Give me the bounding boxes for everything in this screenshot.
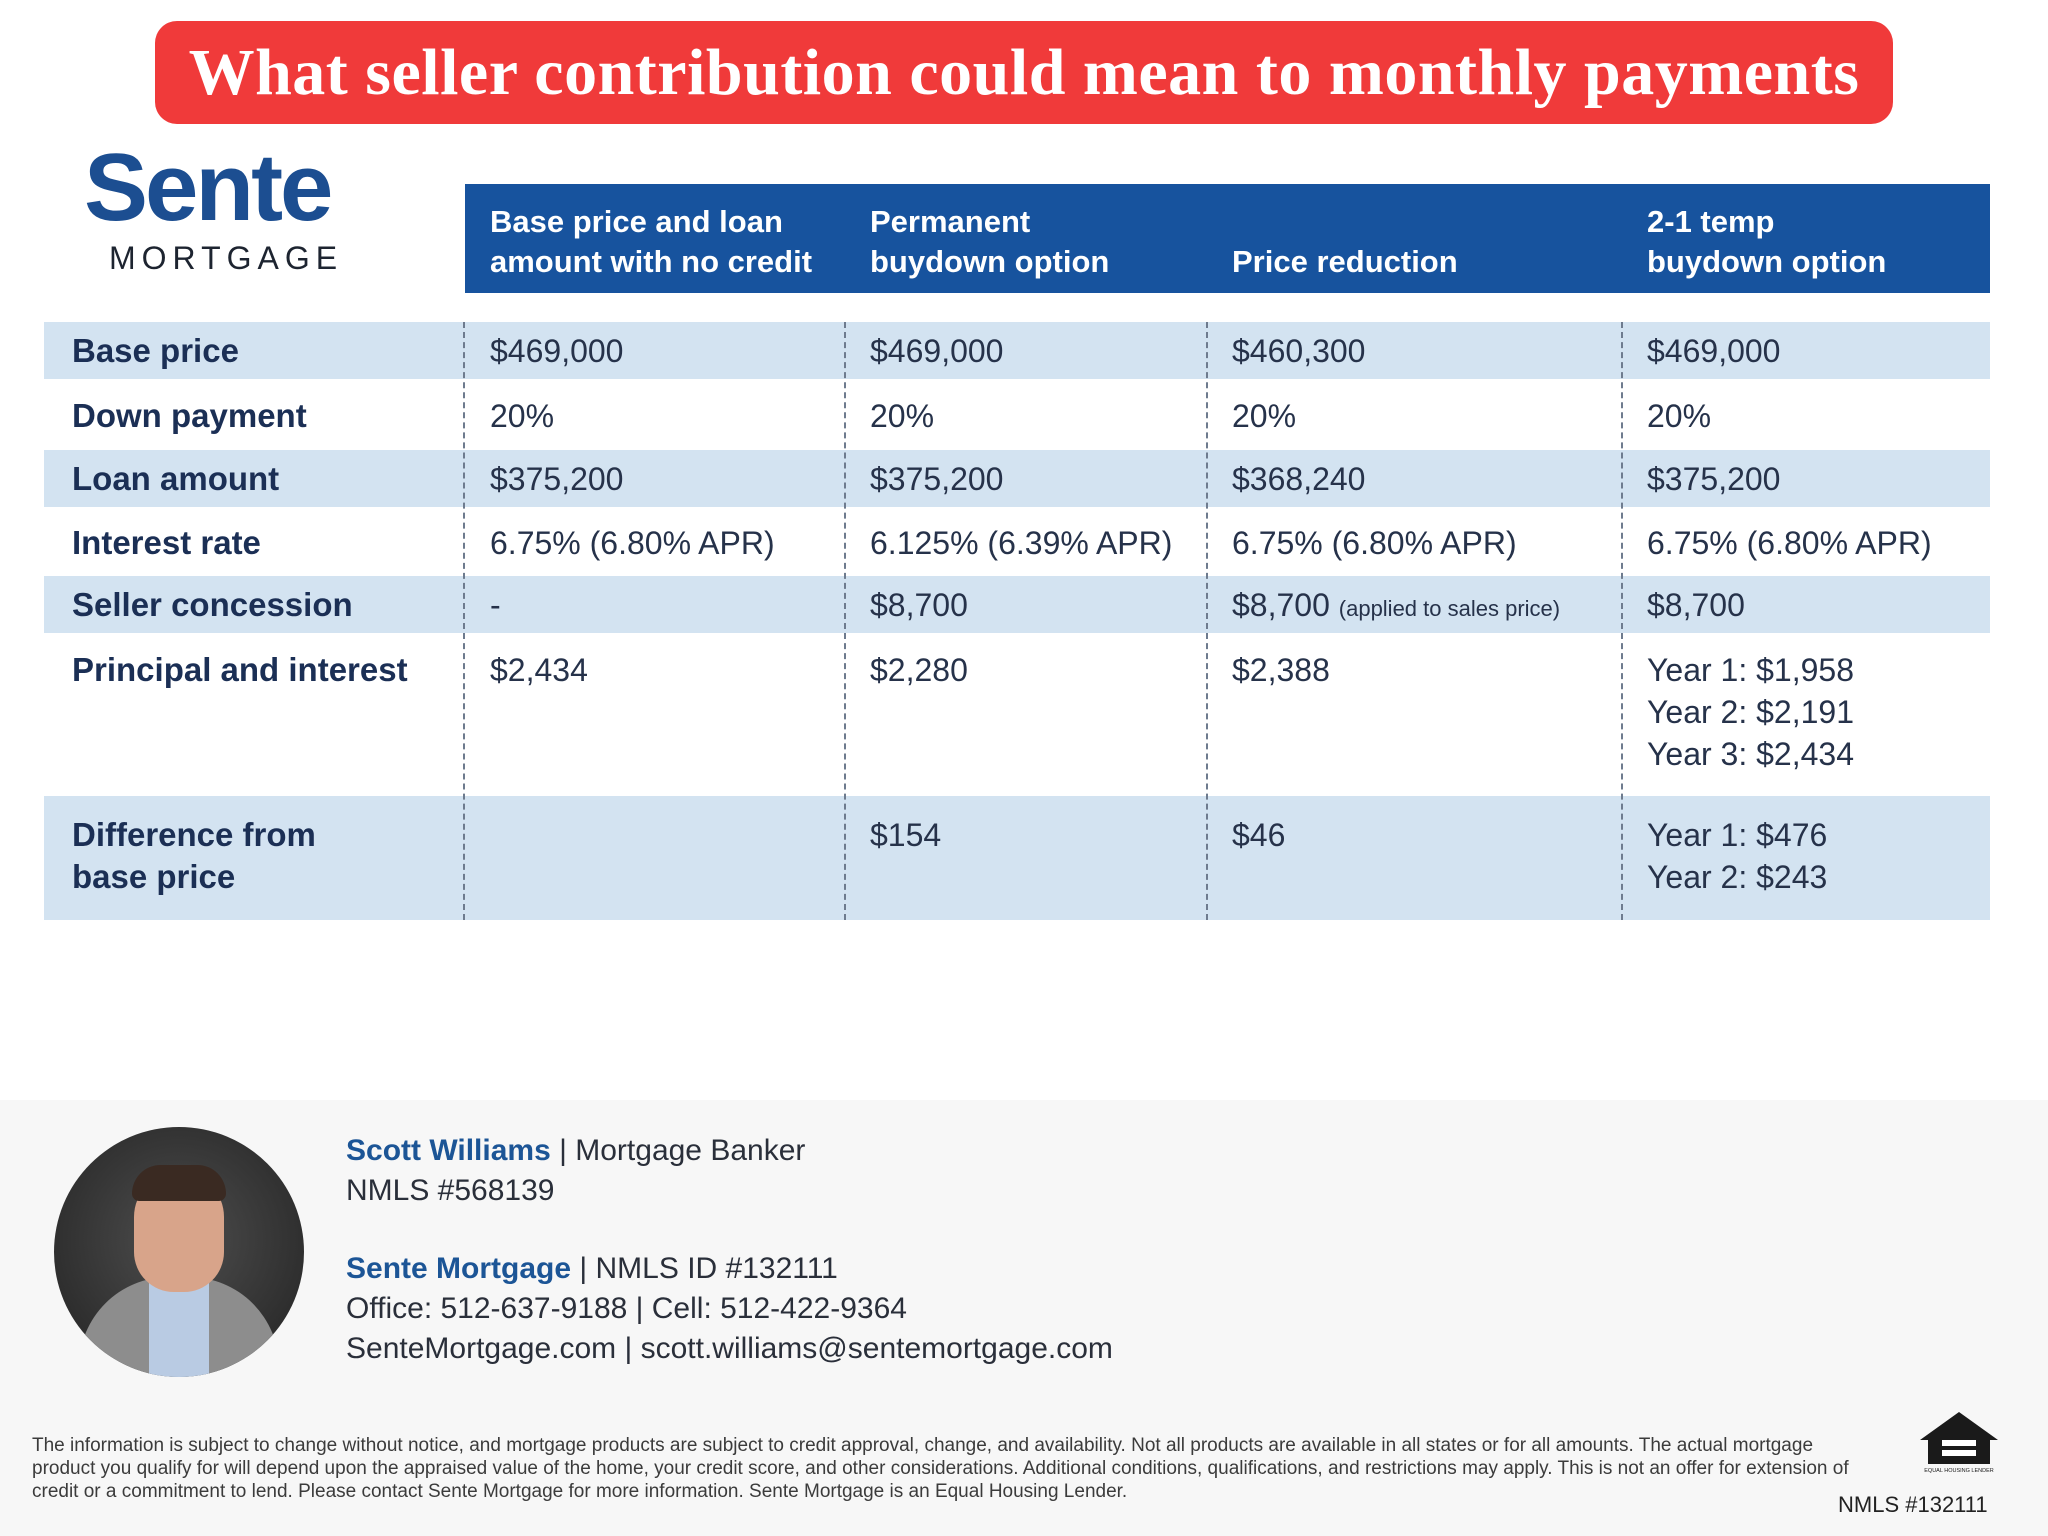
footer-nmls: NMLS #132111 <box>1838 1492 1988 1517</box>
cell: $8,700 <box>870 587 968 623</box>
col-header-temp-2: buydown option <box>1647 244 1887 279</box>
table-row-difference: Difference from base price $154 $46 Year… <box>44 796 1990 920</box>
title-banner: What seller contribution could mean to m… <box>155 21 1893 124</box>
cell-temp-year2: Year 2: $243 <box>1647 859 1828 895</box>
cell: 6.75% (6.80% APR) <box>490 525 775 561</box>
cell: 6.75% (6.80% APR) <box>1232 525 1517 561</box>
logo-subtitle: MORTGAGE <box>109 240 344 276</box>
cell: 6.125% (6.39% APR) <box>870 525 1173 561</box>
table-header: Base price and loan amount with no credi… <box>465 184 1990 293</box>
cell: 20% <box>1647 398 1712 434</box>
agent-role: | Mortgage Banker <box>559 1134 806 1167</box>
column-divider <box>1621 322 1623 920</box>
agent-name: Scott Williams <box>346 1134 551 1167</box>
web-email: SenteMortgage.com | scott.williams@sente… <box>346 1332 1113 1365</box>
cell-temp-year2: Year 2: $2,191 <box>1647 694 1854 730</box>
col-header-base-2: amount with no credit <box>490 244 813 279</box>
sente-logo: Sente MORTGAGE <box>84 140 364 280</box>
row-label: Down payment <box>72 397 307 434</box>
cell: $2,388 <box>1232 652 1330 688</box>
cell: $469,000 <box>870 333 1004 369</box>
cell: 6.75% (6.80% APR) <box>1647 525 1932 561</box>
cell: $2,280 <box>870 652 968 688</box>
cell-temp-year1: Year 1: $476 <box>1647 817 1828 853</box>
table-row-interest-rate: Interest rate 6.75% (6.80% APR) 6.125% (… <box>44 507 1990 576</box>
logo-wordmark: Sente <box>84 134 333 241</box>
col-header-base-1: Base price and loan <box>490 204 783 239</box>
col-header-temp-1: 2-1 temp <box>1647 204 1775 239</box>
agent-nmls: NMLS #568139 <box>346 1174 555 1207</box>
cell: $469,000 <box>1647 333 1781 369</box>
cell: $460,300 <box>1232 333 1366 369</box>
cell: $154 <box>870 817 942 853</box>
col-header-permanent-1: Permanent <box>870 204 1031 239</box>
cell-temp-year1: Year 1: $1,958 <box>1647 652 1854 688</box>
agent-photo <box>54 1127 304 1377</box>
column-divider <box>463 322 465 920</box>
cell: $469,000 <box>490 333 624 369</box>
phone-numbers: Office: 512-637-9188 | Cell: 512-422-936… <box>346 1292 907 1325</box>
table-row-seller-concession: Seller concession - $8,700 $8,700 (appli… <box>44 576 1990 633</box>
company-line: Sente Mortgage | NMLS ID #132111 <box>346 1249 838 1289</box>
row-label: Principal and interest <box>72 651 408 688</box>
column-divider <box>844 322 846 920</box>
cell-value: $8,700 <box>1232 587 1330 623</box>
row-label: Base price <box>72 332 239 369</box>
cell: 20% <box>490 398 555 434</box>
cell-note: (applied to sales price) <box>1338 596 1561 621</box>
cell: $368,240 <box>1232 461 1366 497</box>
table-row-down-payment: Down payment 20% 20% 20% 20% <box>44 379 1990 450</box>
disclaimer: The information is subject to change wit… <box>32 1435 1849 1502</box>
table-row-principal-interest: Principal and interest $2,434 $2,280 $2,… <box>44 633 1990 796</box>
table-row-loan-amount: Loan amount $375,200 $375,200 $368,240 $… <box>44 450 1990 507</box>
row-label-line2: base price <box>72 858 236 895</box>
cell: 20% <box>870 398 935 434</box>
cell: $2,434 <box>490 652 588 688</box>
row-label-line1: Difference from <box>72 816 316 853</box>
cell: $46 <box>1232 817 1286 853</box>
cell: $375,200 <box>1647 461 1781 497</box>
cell: $8,700 <box>1647 587 1745 623</box>
cell-temp-year3: Year 3: $2,434 <box>1647 736 1854 772</box>
cell: - <box>490 587 501 623</box>
equal-housing-text: EQUAL HOUSING LENDER <box>1924 1468 1994 1474</box>
equal-housing-icon: EQUAL HOUSING LENDER <box>1920 1412 1998 1474</box>
row-label: Seller concession <box>72 586 353 623</box>
row-label: Loan amount <box>72 460 280 497</box>
contact-name-line: Scott Williams | Mortgage Banker <box>346 1131 805 1171</box>
company-nmls: | NMLS ID #132111 <box>579 1252 838 1285</box>
col-header-permanent-2: buydown option <box>870 244 1110 279</box>
cell: 20% <box>1232 398 1297 434</box>
table-row-base-price: Base price $469,000 $469,000 $460,300 $4… <box>44 322 1990 379</box>
cell: $8,700 (applied to sales price) <box>1232 584 1560 630</box>
cell: $375,200 <box>490 461 624 497</box>
column-divider <box>1206 322 1208 920</box>
footer <box>0 1100 2048 1536</box>
row-label: Interest rate <box>72 524 261 561</box>
col-header-price-2: Price reduction <box>1232 244 1458 279</box>
cell: $375,200 <box>870 461 1004 497</box>
company-name: Sente Mortgage <box>346 1252 572 1285</box>
page-title: What seller contribution could mean to m… <box>188 35 1860 109</box>
